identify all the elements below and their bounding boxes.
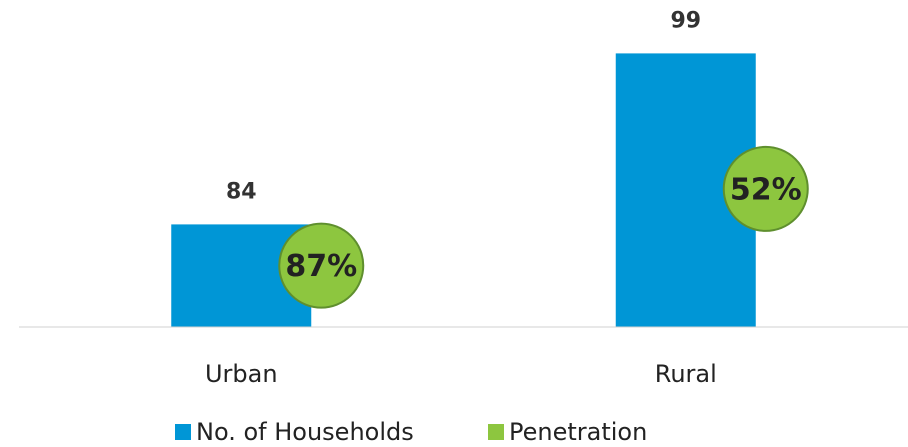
x-tick-label: Urban [205, 360, 278, 388]
legend-label: Penetration [509, 418, 647, 446]
x-tick-label: Rural [655, 360, 717, 388]
legend-label: No. of Households [196, 418, 414, 446]
legend-swatch [488, 424, 504, 440]
bar-value-label: 99 [670, 8, 701, 33]
penetration-marker [722, 145, 809, 232]
bar-value-label: 84 [226, 179, 257, 204]
penetration-label: 52% [730, 172, 802, 207]
penetration-marker [278, 222, 365, 309]
penetration-label: 87% [285, 249, 357, 284]
legend-swatch [175, 424, 191, 440]
